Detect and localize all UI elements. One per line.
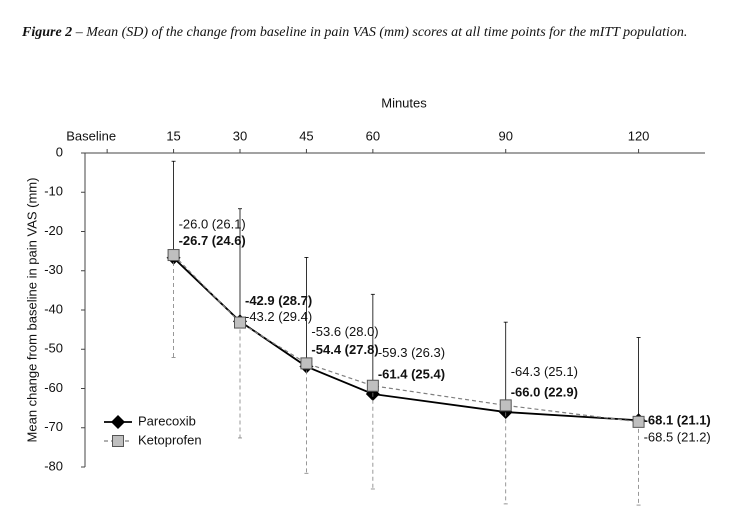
y-tick-label: -50 — [44, 341, 63, 356]
value-label: -68.1 (21.1) — [644, 413, 711, 428]
marker — [499, 399, 512, 412]
y-tick-label: -70 — [44, 419, 63, 434]
value-label: -54.4 (27.8) — [311, 342, 378, 357]
value-label: -26.0 (26.1) — [179, 216, 246, 231]
x-tick-label: 30 — [233, 128, 247, 143]
y-tick-label: -40 — [44, 301, 63, 316]
legend-label: Parecoxib — [138, 413, 196, 428]
marker — [167, 249, 180, 262]
marker — [300, 357, 313, 370]
marker — [366, 379, 379, 392]
x-tick-label: 45 — [299, 128, 313, 143]
marker — [632, 415, 645, 428]
x-tick-label: 90 — [498, 128, 512, 143]
y-axis-title: Mean change from baseline in pain VAS (m… — [24, 178, 39, 443]
value-label: -66.0 (22.9) — [511, 384, 578, 399]
y-tick-label: -30 — [44, 262, 63, 277]
figure-caption: Figure 2 – Mean (SD) of the change from … — [21, 25, 687, 40]
y-tick-label: 0 — [56, 144, 63, 159]
value-label: -26.7 (24.6) — [179, 233, 246, 248]
value-label: -43.2 (29.4) — [245, 309, 312, 324]
legend-marker — [112, 435, 124, 447]
value-label: -42.9 (28.7) — [245, 293, 312, 308]
series-line — [173, 254, 639, 423]
chart-title: – Mean (SD) of the change from baseline … — [75, 25, 688, 40]
value-label: -64.3 (25.1) — [511, 364, 578, 379]
legend-label: Ketoprofen — [138, 432, 202, 447]
y-tick-label: -80 — [44, 458, 63, 473]
x-tick-label: 15 — [166, 128, 180, 143]
x-axis-title: Minutes — [381, 95, 427, 110]
value-label: -68.5 (21.2) — [644, 429, 711, 444]
x-tick-label: 120 — [628, 128, 650, 143]
y-tick-label: -60 — [44, 380, 63, 395]
legend-marker — [111, 415, 125, 429]
value-label: -53.6 (28.0) — [311, 324, 378, 339]
figure-label: Figure 2 — [21, 25, 72, 40]
y-tick-label: -20 — [44, 223, 63, 238]
value-label: -59.3 (26.3) — [378, 345, 445, 360]
x-tick-label: Baseline — [66, 128, 116, 143]
value-label: -61.4 (25.4) — [378, 366, 445, 381]
marker — [234, 316, 246, 329]
y-tick-label: -10 — [44, 184, 63, 199]
x-tick-label: 60 — [366, 128, 380, 143]
